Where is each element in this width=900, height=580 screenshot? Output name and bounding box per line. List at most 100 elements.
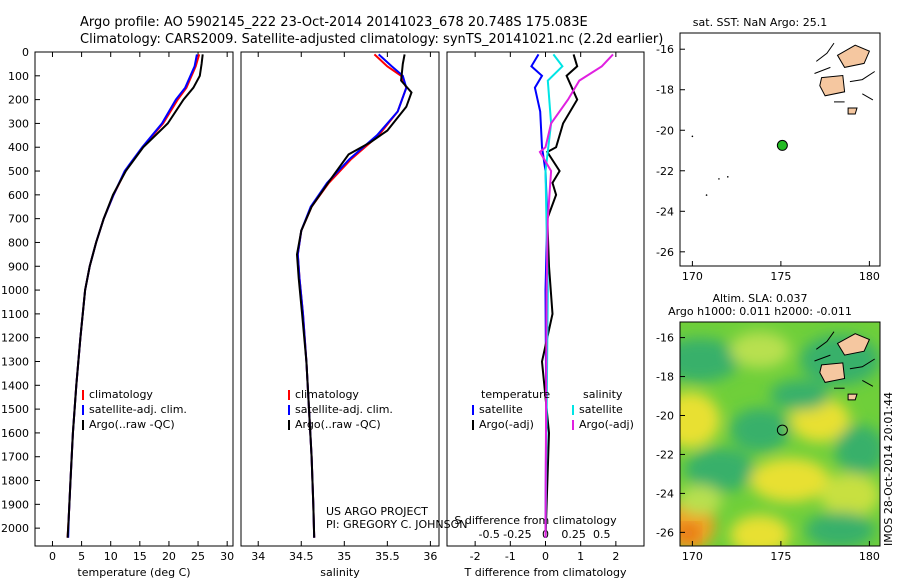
xtick-label-difference: 2: [612, 550, 619, 563]
ytick-label: 100: [8, 70, 29, 83]
ytick-label: 1200: [1, 332, 29, 345]
sla-blob: [680, 523, 700, 543]
panel-salinity: 34 34.5 35 35.5 36 salinity climatology satelli…: [240, 51, 440, 579]
ytick-label: 1400: [1, 379, 29, 392]
stick-label: 0.5: [593, 528, 611, 541]
stick-label: -0.25: [503, 528, 531, 541]
map-ytick-label: -26: [656, 526, 674, 539]
map-xtick-label: 175: [770, 270, 791, 283]
series-line-argo: [295, 54, 413, 538]
sla-blob: [680, 485, 722, 515]
reef-outline: [862, 93, 874, 101]
land-island: [847, 107, 858, 115]
ytick-label: 1600: [1, 427, 29, 440]
reef-outline: [849, 358, 875, 370]
ytick-label: 400: [8, 141, 29, 154]
ytick-label: 1000: [1, 284, 29, 297]
series-line-argo: [66, 54, 204, 538]
legend-header: temperature: [481, 388, 550, 401]
xtick-label-difference: -2: [470, 550, 481, 563]
panel-temperature: 0 5 10 15 20 25 30 temperature (deg C) 0 100 200 30…: [1, 46, 234, 579]
xtick-label-temperature: 5: [78, 550, 85, 563]
ytick-label: 600: [8, 189, 29, 202]
map-ytick-label: -22: [656, 448, 674, 461]
land-island: [819, 74, 846, 97]
map-ytick-label: -20: [656, 409, 674, 422]
credit-line1: US ARGO PROJECT: [326, 505, 428, 518]
reef-outline: [814, 66, 831, 74]
xtick-label-temperature: 0: [49, 550, 56, 563]
xtick-label-temperature: 10: [104, 550, 118, 563]
sla-blob: [685, 448, 755, 492]
sla-blob: [835, 425, 880, 475]
map-ytick-label: -22: [656, 165, 674, 178]
xtick-label-salinity: 36: [423, 550, 437, 563]
map-xtick-label: 180: [859, 270, 880, 283]
sla-blob: [680, 392, 720, 448]
legend-header: salinity: [583, 388, 623, 401]
xtick-label-difference: 1: [577, 550, 584, 563]
sla-blob: [680, 338, 740, 382]
ytick-label: 1100: [1, 308, 29, 321]
argo-float-marker: [776, 424, 788, 436]
sla-blob: [730, 332, 790, 368]
xtick-label-salinity: 35.5: [375, 550, 400, 563]
ytick-label: 0: [22, 46, 29, 59]
map-xtick-label: 170: [682, 270, 703, 283]
legend-label: climatology: [295, 388, 359, 401]
islet-dot: [726, 176, 729, 178]
map-frame: [679, 32, 881, 267]
land-island: [836, 333, 871, 356]
xtick-label-difference: 0: [542, 550, 549, 563]
ytick-label: 800: [8, 236, 29, 249]
ytick-label: 1300: [1, 355, 29, 368]
panel-frame-salinity: [240, 51, 440, 547]
map-ytick-label: -18: [656, 84, 674, 97]
islet-dot: [718, 178, 720, 180]
ytick-label: 500: [8, 165, 29, 178]
legend-label: Argo(..raw -QC): [89, 418, 175, 431]
ytick-label: 300: [8, 117, 29, 130]
ytick-label: 2000: [1, 522, 29, 535]
ytick-label: 200: [8, 94, 29, 107]
land-island: [819, 362, 846, 383]
legend-label: Argo(-adj): [479, 418, 534, 431]
xtick-label-salinity: 35: [337, 550, 351, 563]
panel-frame-temperature: [34, 51, 234, 547]
xlabel-temperature: temperature (deg C): [77, 566, 190, 579]
ytick-label: 1900: [1, 498, 29, 511]
header-line2: Climatology: CARS2009. Satellite-adjuste…: [80, 32, 663, 47]
header-line1: Argo profile: AO 5902145_222 23-Oct-2014…: [80, 15, 588, 30]
map-ytick-label: -26: [656, 246, 674, 259]
stick-label: -0.5: [478, 528, 499, 541]
land-island: [847, 393, 858, 401]
xtick-label-temperature: 25: [191, 550, 205, 563]
map-frame: [679, 321, 881, 547]
map-sla-title1: Altim. SLA: 0.037: [712, 292, 807, 305]
sla-blob: [730, 408, 790, 452]
reef-outline: [816, 331, 835, 350]
xlabel-salinity: salinity: [320, 566, 360, 579]
islet-dot: [705, 194, 708, 196]
series-line-s-argo: [538, 53, 614, 538]
panel-difference: -2 -1 0 1 2 T difference from climatology -0.5…: [446, 51, 645, 579]
ytick-label: 1700: [1, 451, 29, 464]
sla-blob: [730, 515, 790, 546]
map-ytick-label: -16: [656, 332, 674, 345]
map-sst-title: sat. SST: NaN Argo: 25.1: [693, 16, 827, 29]
reef-outline: [862, 379, 874, 387]
xlabel-top-difference: S difference from climatology: [454, 514, 617, 527]
ytick-label: 700: [8, 213, 29, 226]
map-xtick-label: 170: [682, 550, 703, 563]
ytick-label: 1800: [1, 475, 29, 488]
reef-outline: [849, 71, 875, 83]
xtick-label-salinity: 34: [251, 550, 265, 563]
map-xtick-label: 175: [770, 550, 791, 563]
map-ytick-label: -24: [656, 487, 674, 500]
legend-label: climatology: [89, 388, 153, 401]
xtick-label-temperature: 30: [220, 550, 234, 563]
legend-label: Argo(..raw -QC): [295, 418, 381, 431]
xtick-label-temperature: 20: [162, 550, 176, 563]
legend-label: Argo(-adj): [579, 418, 634, 431]
